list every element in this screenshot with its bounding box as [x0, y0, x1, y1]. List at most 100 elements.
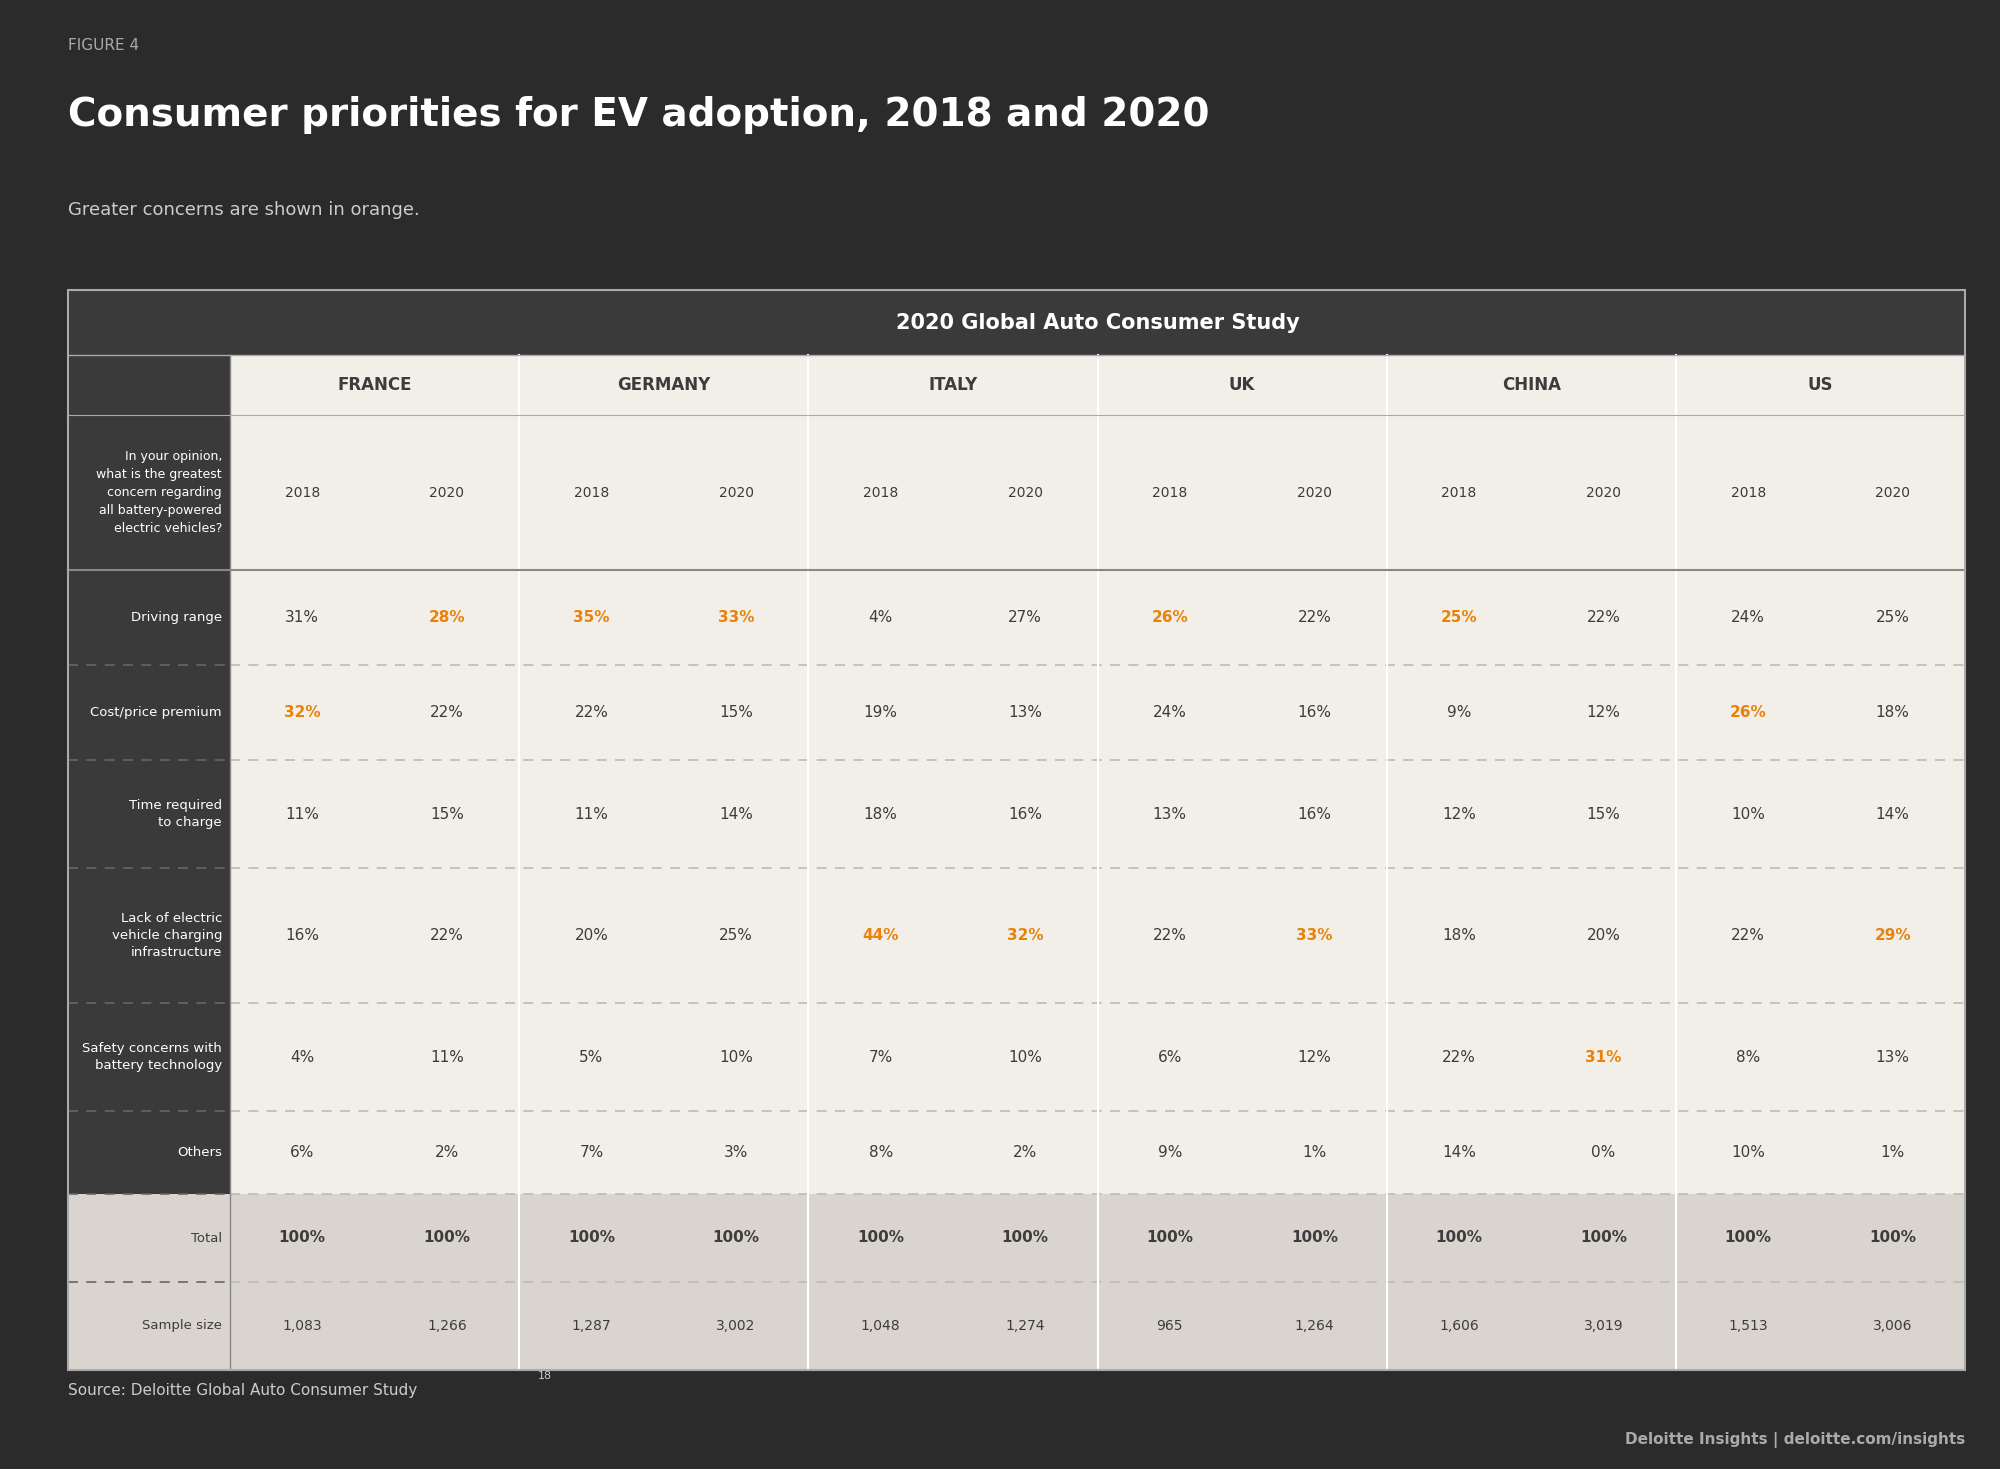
- Text: 25%: 25%: [720, 928, 752, 943]
- Text: 18: 18: [538, 1371, 552, 1381]
- Text: 24%: 24%: [1152, 705, 1186, 720]
- Text: 15%: 15%: [430, 806, 464, 821]
- Text: 18%: 18%: [1876, 705, 1910, 720]
- Text: 9%: 9%: [1446, 705, 1472, 720]
- Text: US: US: [1808, 376, 1834, 394]
- Text: 1,287: 1,287: [572, 1319, 612, 1332]
- Text: 14%: 14%: [720, 806, 752, 821]
- Text: 16%: 16%: [1298, 705, 1332, 720]
- Bar: [68, 570, 230, 665]
- Text: 26%: 26%: [1152, 610, 1188, 624]
- Text: 13%: 13%: [1008, 705, 1042, 720]
- Text: Time required
to charge: Time required to charge: [128, 799, 222, 829]
- Text: 4%: 4%: [868, 610, 892, 624]
- Text: 6%: 6%: [1158, 1049, 1182, 1065]
- Text: 22%: 22%: [1586, 610, 1620, 624]
- Bar: [68, 1111, 230, 1194]
- Text: 32%: 32%: [1006, 928, 1044, 943]
- Text: 100%: 100%: [278, 1231, 326, 1246]
- Text: 28%: 28%: [428, 610, 466, 624]
- Bar: [68, 416, 230, 570]
- Text: 22%: 22%: [1298, 610, 1332, 624]
- Text: 20%: 20%: [1586, 928, 1620, 943]
- Text: 44%: 44%: [862, 928, 898, 943]
- Text: 35%: 35%: [574, 610, 610, 624]
- Text: 25%: 25%: [1876, 610, 1910, 624]
- Text: FRANCE: FRANCE: [338, 376, 412, 394]
- Text: 100%: 100%: [712, 1231, 760, 1246]
- Text: 16%: 16%: [1008, 806, 1042, 821]
- Text: 2018: 2018: [1730, 485, 1766, 499]
- Text: 100%: 100%: [568, 1231, 614, 1246]
- Text: 24%: 24%: [1732, 610, 1766, 624]
- Text: Sample size: Sample size: [142, 1319, 222, 1332]
- Text: 2020: 2020: [1296, 485, 1332, 499]
- Bar: [68, 289, 1964, 355]
- Text: 2020: 2020: [430, 485, 464, 499]
- Bar: [68, 665, 230, 759]
- Text: Safety concerns with
battery technology: Safety concerns with battery technology: [82, 1042, 222, 1072]
- Text: 13%: 13%: [1876, 1049, 1910, 1065]
- Text: Total: Total: [190, 1231, 222, 1244]
- Text: 10%: 10%: [1008, 1049, 1042, 1065]
- Text: 22%: 22%: [430, 928, 464, 943]
- Text: 1,513: 1,513: [1728, 1319, 1768, 1332]
- Text: 9%: 9%: [1158, 1144, 1182, 1161]
- Text: UK: UK: [1228, 376, 1256, 394]
- Text: 1%: 1%: [1302, 1144, 1326, 1161]
- Text: 100%: 100%: [1870, 1231, 1916, 1246]
- Text: 15%: 15%: [720, 705, 752, 720]
- Text: GERMANY: GERMANY: [618, 376, 710, 394]
- Text: 14%: 14%: [1876, 806, 1910, 821]
- Text: 1,264: 1,264: [1294, 1319, 1334, 1332]
- Text: 22%: 22%: [1152, 928, 1186, 943]
- Text: 33%: 33%: [718, 610, 754, 624]
- Text: 10%: 10%: [720, 1049, 752, 1065]
- Text: 16%: 16%: [286, 928, 320, 943]
- Text: 3,019: 3,019: [1584, 1319, 1624, 1332]
- Text: 1%: 1%: [1880, 1144, 1904, 1161]
- Text: 965: 965: [1156, 1319, 1184, 1332]
- Text: 2020: 2020: [1876, 485, 1910, 499]
- Text: 25%: 25%: [1440, 610, 1478, 624]
- Text: CHINA: CHINA: [1502, 376, 1560, 394]
- Text: 4%: 4%: [290, 1049, 314, 1065]
- Text: 29%: 29%: [1874, 928, 1912, 943]
- Text: 11%: 11%: [574, 806, 608, 821]
- Text: 100%: 100%: [1724, 1231, 1772, 1246]
- Bar: [68, 289, 1964, 1371]
- Text: 7%: 7%: [868, 1049, 892, 1065]
- Text: 1,606: 1,606: [1440, 1319, 1478, 1332]
- Bar: [68, 289, 1964, 1371]
- Text: 2020 Global Auto Consumer Study: 2020 Global Auto Consumer Study: [896, 313, 1300, 332]
- Text: 1,083: 1,083: [282, 1319, 322, 1332]
- Text: 100%: 100%: [1290, 1231, 1338, 1246]
- Text: 11%: 11%: [286, 806, 320, 821]
- Text: 100%: 100%: [1436, 1231, 1482, 1246]
- Text: 2020: 2020: [1586, 485, 1622, 499]
- Text: Consumer priorities for EV adoption, 2018 and 2020: Consumer priorities for EV adoption, 201…: [68, 95, 1210, 134]
- Text: 5%: 5%: [580, 1049, 604, 1065]
- Text: 26%: 26%: [1730, 705, 1766, 720]
- Text: Driving range: Driving range: [130, 611, 222, 624]
- Bar: [68, 1194, 1964, 1282]
- Text: 2%: 2%: [1014, 1144, 1038, 1161]
- Text: 32%: 32%: [284, 705, 320, 720]
- Text: Greater concerns are shown in orange.: Greater concerns are shown in orange.: [68, 201, 420, 219]
- Text: 100%: 100%: [1002, 1231, 1048, 1246]
- Text: 2%: 2%: [434, 1144, 460, 1161]
- Text: Lack of electric
vehicle charging
infrastructure: Lack of electric vehicle charging infras…: [112, 912, 222, 959]
- Bar: [68, 1282, 1964, 1371]
- Text: 22%: 22%: [1732, 928, 1766, 943]
- Text: 2018: 2018: [864, 485, 898, 499]
- Text: 13%: 13%: [1152, 806, 1186, 821]
- Text: Deloitte Insights | deloitte.com/insights: Deloitte Insights | deloitte.com/insight…: [1624, 1432, 1964, 1448]
- Bar: [68, 868, 230, 1003]
- Text: Cost/price premium: Cost/price premium: [90, 707, 222, 718]
- Text: 2018: 2018: [284, 485, 320, 499]
- Text: 100%: 100%: [1580, 1231, 1628, 1246]
- Text: 27%: 27%: [1008, 610, 1042, 624]
- Text: 3%: 3%: [724, 1144, 748, 1161]
- Text: 0%: 0%: [1592, 1144, 1616, 1161]
- Text: 2018: 2018: [574, 485, 610, 499]
